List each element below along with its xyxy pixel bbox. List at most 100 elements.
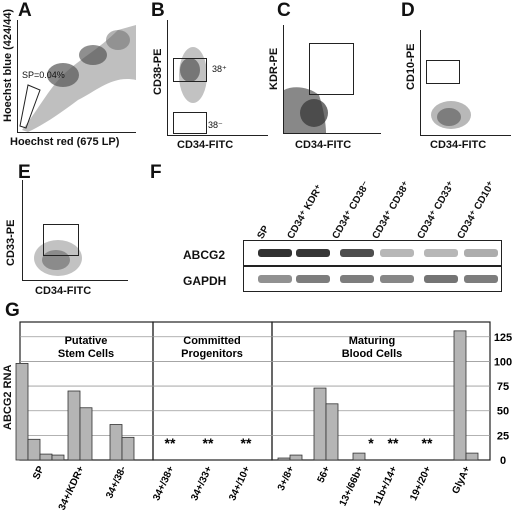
group-title: Maturing [349,335,395,347]
blot-abcg2-bands [258,249,498,257]
panel-e-plot [22,180,128,281]
category-label: 34+/KDR+ [57,464,87,512]
category-label: 34+/10+ [227,464,253,502]
gapdh-band [258,275,292,283]
blot-gapdh-bands [258,275,498,283]
bar [453,330,467,461]
panel-b-xlabel: CD34-FITC [177,139,234,151]
significance-marker: ** [203,435,214,451]
abcg2-band [340,249,374,257]
lane-label-38neg: CD34⁺ CD38⁻ [330,179,373,241]
bar [39,453,53,461]
panel-e-letter: E [18,162,31,183]
abcg2-band [424,249,458,257]
y-tick-label: 75 [497,381,509,393]
panel-a-plot: SP=0.04% [17,20,136,133]
gapdh-band [424,275,458,283]
significance-marker: * [368,435,374,451]
group-frame [271,321,491,461]
row-label-abcg2: ABCG2 [183,248,226,262]
lane-label-10pos: CD34⁺ CD10⁺ [455,179,498,241]
category-label: 19+/20+ [408,464,434,502]
panel-c-scatter [284,87,328,133]
abcg2-band [380,249,414,257]
lane-label-kdr: CD34⁺ KDR⁺ [285,183,326,241]
panel-e-xlabel: CD34-FITC [35,285,92,297]
panel-d-scatter [431,101,471,129]
bar [465,452,479,461]
bar [51,454,65,461]
abcg2-band [258,249,292,257]
bar [313,387,327,461]
panel-b-gate-38pos [173,58,207,82]
panel-d-plot [420,30,511,136]
panel-f-letter: F [150,162,162,183]
group-title: Stem Cells [58,348,114,360]
abcg2-band [296,249,330,257]
panel-b-gate-bottom-label: 38⁻ [208,120,223,130]
category-label: SP [31,464,47,481]
panel-d-gate [426,60,460,84]
category-label: 3+/8+ [276,464,297,492]
panel-d-ylabel: CD10-PE [405,43,417,90]
lane-label-33pos: CD34⁺ CD33⁺ [415,179,458,241]
y-tick-label: 100 [494,356,512,368]
bar [79,407,93,461]
panel-a-ylabel: Hoechst blue (424/44) [2,8,14,122]
significance-marker: ** [422,435,433,451]
group-title: Blood Cells [342,348,403,360]
panel-c-letter: C [277,0,291,21]
blot-abcg2 [243,240,502,266]
gapdh-band [340,275,374,283]
panel-d-xlabel: CD34-FITC [430,139,487,151]
bar [289,454,303,461]
panel-a-gate-label: SP=0.04% [22,70,65,80]
panel-a-letter: A [18,0,32,21]
category-label: 34+/33+ [189,464,215,502]
row-label-gapdh: GAPDH [183,274,227,288]
abcg2-band [464,249,498,257]
category-label: 56+ [316,464,333,484]
category-label: 34+/38- [104,465,128,501]
panel-e-gate [43,224,79,256]
bar [67,390,81,461]
significance-marker: ** [241,435,252,451]
panel-b-ylabel: CD38-PE [152,48,164,95]
panel-b-plot: 38⁺ 38⁻ [167,20,268,136]
group-title: Committed [183,335,240,347]
category-label: 34+/38+ [151,464,177,502]
bar [109,424,123,461]
significance-marker: ** [165,435,176,451]
significance-marker: ** [388,435,399,451]
panel-a-xlabel: Hoechst red (675 LP) [10,136,120,148]
bar [27,438,41,461]
bar [15,363,29,461]
panel-c-plot [283,25,381,134]
category-label: 13+/66b+ [338,464,366,508]
panel-e-ylabel: CD33-PE [5,219,17,266]
y-tick-label: 0 [500,455,506,467]
y-tick-label: 125 [494,332,512,344]
panel-b-gate-38neg [173,112,207,134]
lane-label-38pos: CD34⁺ CD38⁺ [370,179,413,241]
panel-a-scatter [19,25,136,132]
panel-c-gate [309,43,354,95]
lane-label-sp: SP [255,223,272,241]
gapdh-band [296,275,330,283]
category-label: 11b+/14+ [372,464,400,507]
bar [277,457,291,461]
panel-g-letter: G [5,300,20,321]
group-title: Progenitors [181,348,243,360]
y-tick-label: 50 [497,406,509,418]
panel-d-letter: D [401,0,415,21]
gapdh-band [380,275,414,283]
bar [121,436,135,461]
panel-c-ylabel: KDR-PE [268,47,280,90]
panel-b-scatter [179,47,207,103]
group-title: Putative [65,335,108,347]
panel-b-letter: B [151,0,165,21]
panel-c-xlabel: CD34-FITC [295,139,352,151]
y-tick-label: 25 [497,430,509,442]
gapdh-band [464,275,498,283]
